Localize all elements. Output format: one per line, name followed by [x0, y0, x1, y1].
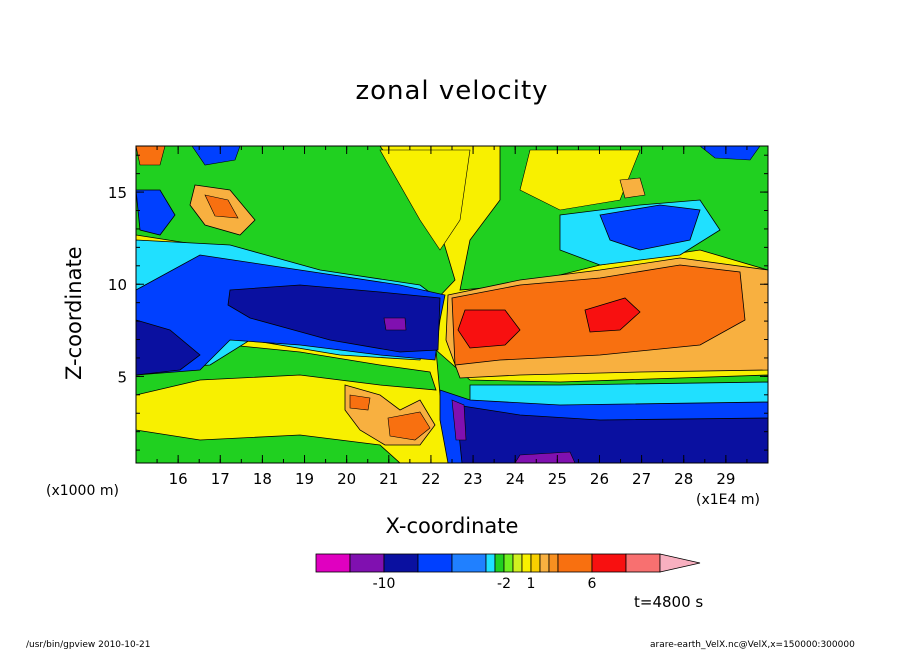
colorbar-band [451, 553, 487, 573]
y-tick-label: 10 [108, 276, 127, 294]
chart-title: zonal velocity [355, 76, 549, 106]
colorbar-label: 6 [588, 576, 597, 592]
x-tick-label: 19 [295, 470, 314, 488]
colorbar-band [503, 553, 514, 573]
x-tick-label: 29 [716, 470, 735, 488]
colorbar-band [494, 553, 505, 573]
x-axis: 16 17 18 19 20 21 22 23 24 25 26 27 28 29 [135, 146, 769, 488]
x-tick-label: 17 [211, 470, 230, 488]
footer-program-date: /usr/bin/gpview 2010-10-21 [26, 640, 151, 650]
colorbar-band [548, 553, 559, 573]
x-tick-label: 23 [464, 470, 483, 488]
colorbar-band [625, 553, 661, 573]
y-tick-label: 15 [108, 184, 127, 202]
colorbar-band [591, 553, 627, 573]
y-axis-title: Z-coordinate [62, 246, 86, 380]
colorbar-label: -10 [373, 576, 396, 592]
x-tick-label: 28 [674, 470, 693, 488]
colorbar-band [539, 553, 550, 573]
colorbar-band [383, 553, 419, 573]
x-tick-label: 22 [421, 470, 440, 488]
y-tick-label: 5 [117, 368, 127, 386]
time-label: t=4800 s [634, 593, 704, 611]
y-axis: 5 10 15 [108, 154, 768, 451]
y-axis-unit: (x1000 m) [46, 483, 119, 499]
x-axis-title: X-coordinate [385, 514, 519, 538]
x-tick-label: 25 [548, 470, 567, 488]
colorbar-band [521, 553, 532, 573]
x-axis-unit: (x1E4 m) [696, 492, 760, 508]
x-tick-label: 26 [590, 470, 609, 488]
x-tick-label: 18 [253, 470, 272, 488]
footer-source: arare-earth_VelX.nc@VelX,x=150000:300000 [650, 640, 855, 650]
x-tick-label: 20 [337, 470, 356, 488]
colorbar-band [512, 553, 523, 573]
colorbar-band [485, 553, 496, 573]
colorbar-band [417, 553, 453, 573]
colorbar-label: -2 [497, 576, 511, 592]
colorbar: -10 -2 1 6 [315, 553, 701, 592]
x-tick-label: 21 [379, 470, 398, 488]
colorbar-band [557, 553, 593, 573]
colorbar-band [349, 553, 385, 573]
colorbar-label: 1 [527, 576, 536, 592]
colorbar-band [315, 553, 351, 573]
colorbar-extension [659, 553, 701, 573]
contour-fill [136, 146, 768, 463]
x-tick-label: 27 [632, 470, 651, 488]
colorbar-band [530, 553, 541, 573]
x-tick-label: 24 [506, 470, 525, 488]
x-tick-label: 16 [169, 470, 188, 488]
